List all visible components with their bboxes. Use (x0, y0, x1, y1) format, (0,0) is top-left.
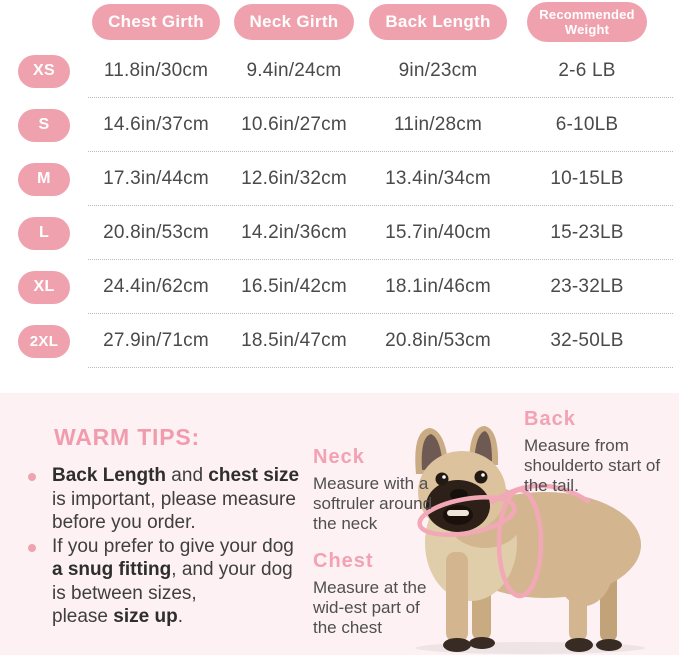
size-badge-l: L (18, 216, 70, 250)
warm-tips-heading: WARM TIPS: (54, 424, 200, 450)
tip-item-1: Back Length and chest size is important,… (28, 464, 303, 535)
cell-back: 11in/28cm (393, 114, 483, 135)
tip1-bold-back-length: Back Length (52, 465, 167, 486)
column-header-recommended-weight: Recommended Weight (527, 2, 647, 42)
cell-neck: 18.5in/47cm (241, 330, 347, 351)
size-badge-xs: XS (18, 54, 70, 88)
tip1-line2: is important, please measure (52, 488, 296, 510)
back-desc-line2: shoulderto start of (524, 456, 661, 475)
warm-tips-section: WARM TIPS: Back Length and chest size is… (0, 393, 679, 655)
chest-desc-line1: Measure at the (313, 578, 427, 597)
chest-desc-line3: the chest (313, 618, 382, 637)
chest-label: Chest (313, 550, 374, 572)
cell-chest: 11.8in/30cm (103, 60, 209, 81)
cell-back: 15.7in/40cm (385, 222, 491, 243)
back-label: Back (524, 408, 576, 430)
cell-chest: 24.4in/62cm (103, 276, 209, 297)
cell-weight: 23-32LB (550, 276, 624, 297)
cell-weight: 10-15LB (550, 168, 624, 189)
cell-back: 13.4in/34cm (385, 168, 491, 189)
tip2-bold-size-up: size up (113, 606, 178, 627)
cell-back: 20.8in/53cm (385, 330, 491, 351)
back-description: Measure from shoulderto start of the tai… (524, 436, 679, 496)
back-desc-line1: Measure from (524, 436, 629, 455)
table-row-l: L 20.8in/53cm 14.2in/36cm 15.7in/40cm 15… (0, 206, 679, 260)
cell-chest: 14.6in/37cm (103, 114, 209, 135)
chest-desc-line2: wid-est part of (313, 598, 420, 617)
neck-desc-line2: softruler around (313, 494, 433, 513)
table-row-s: S 14.6in/37cm 10.6in/27cm 11in/28cm 6-10… (0, 98, 679, 152)
cell-weight: 6-10LB (555, 114, 619, 135)
cell-neck: 12.6in/32cm (241, 168, 347, 189)
tip2-line1: If you prefer to give your dog (52, 535, 294, 557)
tip2-bold-snug-fitting: a snug fitting (52, 559, 172, 580)
recommended-weight-line2: Weight (564, 22, 610, 37)
bullet-dot-icon (28, 473, 36, 481)
cell-neck: 14.2in/36cm (241, 222, 347, 243)
table-row-2xl: 2XL 27.9in/71cm 18.5in/47cm 20.8in/53cm … (0, 314, 679, 368)
annotation-back: Back Measure from shoulderto start of th… (524, 408, 679, 496)
tip-text-1: Back Length and chest size is important,… (52, 464, 299, 535)
neck-label: Neck (313, 446, 365, 468)
bullet-dot-icon (28, 543, 36, 552)
tip2-plain: , and your dog (171, 559, 293, 580)
cell-chest: 20.8in/53cm (103, 222, 209, 243)
tip2-line4a: please (52, 606, 114, 627)
chest-description: Measure at the wid-est part of the chest (313, 578, 453, 638)
table-header-row: Chest Girth Neck Girth Back Length Recom… (0, 2, 679, 42)
tip-text-2: If you prefer to give your dog a snug fi… (52, 535, 294, 629)
annotation-chest: Chest Measure at the wid-est part of the… (313, 550, 453, 638)
neck-desc-line1: Measure with a (313, 474, 429, 493)
tip1-plain: and (166, 465, 209, 486)
cell-back: 18.1in/46cm (385, 276, 491, 297)
size-badge-2xl: 2XL (18, 324, 70, 358)
cell-neck: 9.4in/24cm (246, 60, 342, 81)
tip2-line4c: . (177, 606, 183, 627)
cell-chest: 17.3in/44cm (103, 168, 209, 189)
neck-description: Measure with a softruler around the neck (313, 474, 453, 534)
cell-weight: 15-23LB (550, 222, 624, 243)
column-header-neck-girth: Neck Girth (233, 4, 355, 40)
neck-desc-line3: the neck (313, 514, 378, 533)
cell-weight: 2-6 LB (558, 60, 616, 81)
cell-back: 9in/23cm (398, 60, 478, 81)
size-badge-xl: XL (18, 270, 70, 304)
tip1-bold-chest-size: chest size (208, 465, 300, 486)
tip2-line3: is between sizes, (52, 582, 197, 604)
dog-illustration (358, 418, 679, 655)
measuring-tape-lines (417, 483, 591, 599)
cell-weight: 32-50LB (550, 330, 624, 351)
tips-list: Back Length and chest size is important,… (28, 464, 303, 629)
size-badge-s: S (18, 108, 70, 142)
annotation-neck: Neck Measure with a softruler around the… (313, 446, 453, 534)
cell-neck: 10.6in/27cm (241, 114, 347, 135)
dog-photo (415, 426, 645, 654)
back-desc-line3: the tail. (524, 476, 579, 495)
tip-item-2: If you prefer to give your dog a snug fi… (28, 535, 303, 629)
column-header-back-length: Back Length (369, 4, 507, 40)
table-row-xl: XL 24.4in/62cm 16.5in/42cm 18.1in/46cm 2… (0, 260, 679, 314)
table-row-xs: XS 11.8in/30cm 9.4in/24cm 9in/23cm 2-6 L… (0, 44, 679, 98)
column-header-chest-girth: Chest Girth (92, 4, 220, 40)
size-table-body: XS 11.8in/30cm 9.4in/24cm 9in/23cm 2-6 L… (0, 44, 679, 368)
size-badge-m: M (18, 162, 70, 196)
cell-chest: 27.9in/71cm (103, 330, 209, 351)
cell-neck: 16.5in/42cm (241, 276, 347, 297)
table-row-m: M 17.3in/44cm 12.6in/32cm 13.4in/34cm 10… (0, 152, 679, 206)
recommended-weight-line1: Recommended (539, 7, 635, 22)
tip1-line3: before you order. (52, 512, 196, 533)
